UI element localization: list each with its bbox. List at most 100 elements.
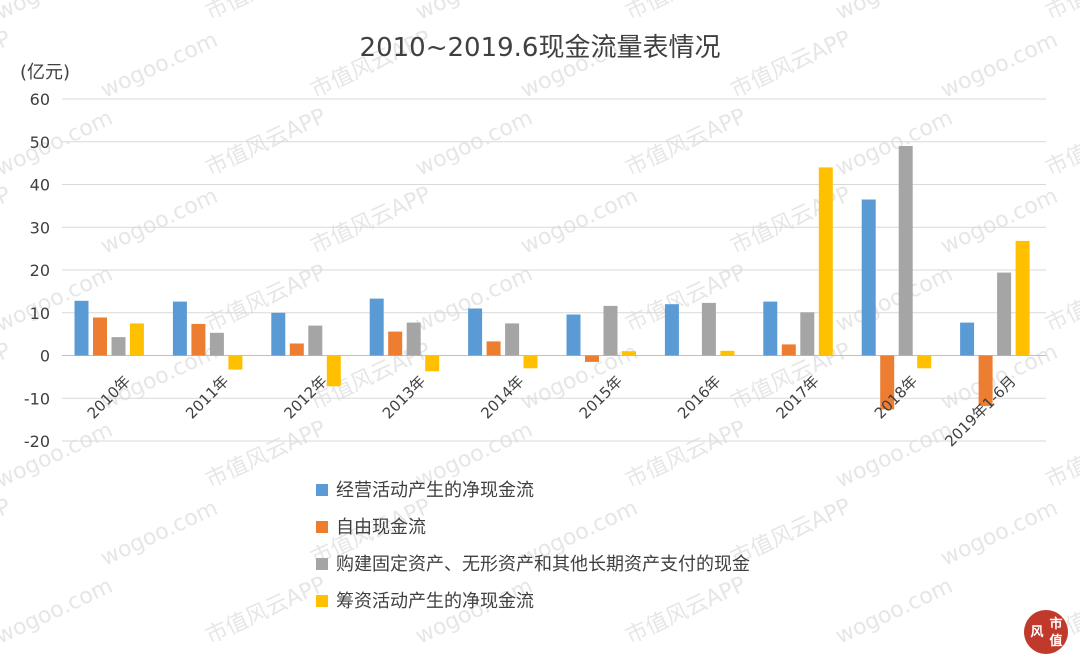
y-tick-label: 0 xyxy=(40,347,50,366)
bar xyxy=(622,351,636,356)
logo-stamp: 风市值 xyxy=(1024,610,1068,654)
bar xyxy=(191,323,206,356)
bar xyxy=(800,312,815,356)
watermark-text: wogoo.com xyxy=(0,418,117,494)
watermark-text: wogoo.com xyxy=(832,106,957,182)
x-tick-label: 2016年 xyxy=(674,372,724,422)
bar xyxy=(603,305,618,356)
watermark-text: wogoo.com xyxy=(0,574,117,650)
bar xyxy=(720,350,735,356)
bar xyxy=(664,304,679,356)
bar xyxy=(523,355,538,369)
y-tick-label: 30 xyxy=(30,218,50,237)
watermark-text: 市值风云APP xyxy=(202,0,330,25)
x-tick-label: 2011年 xyxy=(182,372,232,422)
watermark-text: wogoo.com xyxy=(937,496,1062,572)
bar xyxy=(880,355,895,410)
y-tick-label: 40 xyxy=(30,176,50,195)
y-tick-label: 10 xyxy=(30,304,50,323)
legend-swatch xyxy=(316,484,328,496)
legend-label: 筹资活动产生的净现金流 xyxy=(336,591,534,612)
stamp-char: 市 xyxy=(1049,616,1062,632)
y-axis-unit-label: (亿元) xyxy=(20,62,70,83)
bar xyxy=(585,355,599,362)
bar xyxy=(898,146,913,356)
bar xyxy=(701,302,716,356)
watermark-layer: 市值风云APP wogoo.com 市值风云APP wogoo.com 市值风云APP w… xyxy=(0,0,1080,649)
watermark-text: 市值风云APP xyxy=(0,494,15,571)
bar xyxy=(486,341,501,356)
watermark-text: 市值风云APP xyxy=(727,26,855,103)
legend-label: 经营活动产生的净现金流 xyxy=(336,480,534,501)
bar xyxy=(209,332,224,356)
watermark-text: wogoo.com xyxy=(937,28,1062,104)
bar xyxy=(129,323,144,356)
watermark-text: 市值风云APP xyxy=(622,416,750,493)
watermark-text: 市值风云APP xyxy=(0,338,15,415)
y-tick-label: 60 xyxy=(30,90,50,109)
watermark-text: wogoo.com xyxy=(937,184,1062,260)
watermark-text: 市值风云APP xyxy=(307,182,435,259)
bar xyxy=(172,301,187,356)
watermark-text: 市值风云APP xyxy=(1042,104,1080,181)
watermark-text: 市值风云APP xyxy=(0,26,15,103)
bar xyxy=(425,355,440,372)
watermark-text: 市值风云APP xyxy=(622,0,750,25)
bar xyxy=(74,300,89,356)
bar-series xyxy=(74,146,1030,410)
watermark-text: 市值风云APP xyxy=(622,260,750,337)
bar xyxy=(781,344,796,356)
stamp-circle xyxy=(1024,610,1068,654)
watermark-text: wogoo.com xyxy=(97,184,222,260)
legend-swatch xyxy=(316,558,328,570)
y-tick-label: 20 xyxy=(30,261,50,280)
watermark-text: wogoo.com xyxy=(97,28,222,104)
bar xyxy=(505,323,520,356)
legend-swatch xyxy=(316,595,328,607)
chart-title: 2010~2019.6现金流量表情况 xyxy=(360,33,721,63)
watermark-text: wogoo.com xyxy=(832,418,957,494)
watermark-text: 市值风云APP xyxy=(727,182,855,259)
bar xyxy=(997,272,1012,356)
watermark-text: 市值风云APP xyxy=(1042,260,1080,337)
legend-swatch xyxy=(316,521,328,533)
stamp-char: 值 xyxy=(1049,633,1062,649)
watermark-text: wogoo.com xyxy=(517,184,642,260)
watermark-text: 市值风云APP xyxy=(622,104,750,181)
watermark-text: wogoo.com xyxy=(832,262,957,338)
bar xyxy=(93,317,107,356)
watermark-text: wogoo.com xyxy=(0,106,117,182)
bar xyxy=(763,301,778,356)
watermark-text: 市值风云APP xyxy=(1042,0,1080,25)
bar xyxy=(566,314,581,356)
watermark-text: 市值风云APP xyxy=(622,572,750,649)
y-tick-label: -10 xyxy=(24,389,50,408)
watermark-text: wogoo.com xyxy=(0,0,117,25)
bar xyxy=(406,322,421,356)
watermark-text: 市值风云APP xyxy=(0,182,15,259)
bar xyxy=(861,199,876,356)
bar xyxy=(308,325,323,356)
watermark-text: wogoo.com xyxy=(412,106,537,182)
bar xyxy=(271,312,286,356)
y-axis-ticks: -20 -10 0 10 20 30 40 50 60 xyxy=(24,90,50,451)
stamp-char: 风 xyxy=(1030,625,1043,640)
bar xyxy=(978,355,993,406)
watermark-text: 市值风云APP xyxy=(202,572,330,649)
watermark-text: wogoo.com xyxy=(97,496,222,572)
legend-label: 购建固定资产、无形资产和其他长期资产支付的现金 xyxy=(336,554,750,575)
bar xyxy=(818,167,833,356)
bar xyxy=(468,308,483,356)
bar xyxy=(326,355,341,387)
y-tick-label: -20 xyxy=(24,432,50,451)
bar xyxy=(1015,240,1030,356)
bar xyxy=(369,298,384,356)
watermark-text: wogoo.com xyxy=(412,0,537,25)
watermark-text: wogoo.com xyxy=(832,0,957,25)
legend: 经营活动产生的净现金流自由现金流购建固定资产、无形资产和其他长期资产支付的现金筹… xyxy=(316,480,750,612)
bar xyxy=(228,355,243,370)
watermark-text: 市值风云APP xyxy=(202,104,330,181)
bar xyxy=(388,331,403,356)
bar xyxy=(960,322,975,356)
